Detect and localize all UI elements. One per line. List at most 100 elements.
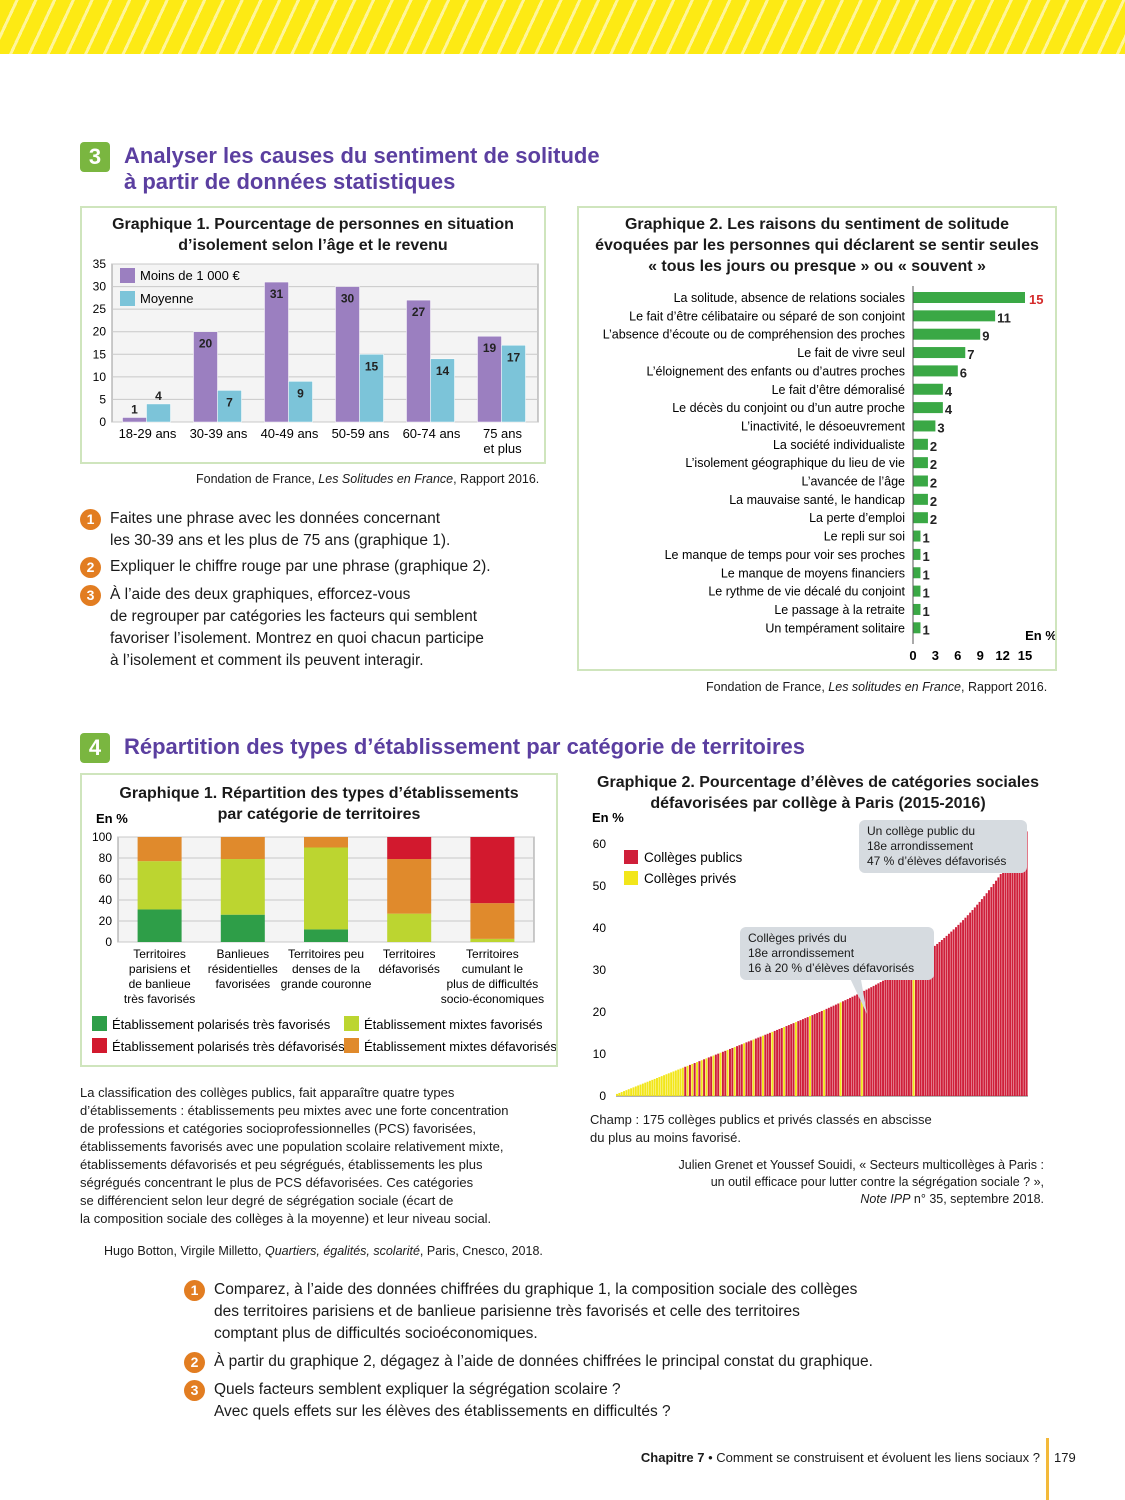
y-tick-label: 20 bbox=[93, 325, 107, 339]
section-3-title-line2: à partir de données statistiques bbox=[124, 169, 456, 194]
college-bar bbox=[771, 1031, 774, 1096]
college-bar bbox=[947, 933, 950, 1096]
bar bbox=[335, 286, 360, 423]
college-bar bbox=[769, 1032, 771, 1096]
s3-graph1-source-title: Les Solitudes en France bbox=[318, 472, 454, 486]
bar bbox=[913, 530, 921, 542]
college-bar bbox=[743, 1043, 746, 1096]
college-bar bbox=[1025, 831, 1028, 1096]
college-bar bbox=[672, 1071, 675, 1096]
college-bar bbox=[929, 949, 932, 1096]
data-label: 9 bbox=[982, 329, 989, 344]
category-label: L’absence d’écoute ou de compréhension d… bbox=[603, 328, 905, 342]
category-label: Le fait d’être démoralisé bbox=[772, 383, 905, 397]
y-tick-label: 30 bbox=[593, 963, 607, 977]
bar bbox=[913, 622, 921, 634]
callout-public-line3: 47 % d’élèves défavorisés bbox=[867, 854, 1007, 868]
callout-private-line3: 16 à 20 % d’élèves défavorisés bbox=[748, 961, 915, 975]
college-bar bbox=[773, 1030, 776, 1096]
college-bar bbox=[754, 1038, 757, 1096]
college-bar bbox=[684, 1066, 687, 1096]
bar bbox=[288, 381, 313, 423]
s4-question-1-number: 1 bbox=[184, 1280, 205, 1301]
college-bar bbox=[830, 1006, 833, 1096]
s4-graph2-callout-private: Collèges privés du 18e arrondissement 16… bbox=[740, 927, 934, 980]
college-bar bbox=[761, 1035, 764, 1096]
college-bar bbox=[783, 1027, 786, 1096]
s4-text-source: Hugo Botton, Virgile Milletto, Quartiers… bbox=[104, 1244, 543, 1258]
college-bar bbox=[648, 1080, 651, 1096]
x-tick-label: 9 bbox=[977, 648, 984, 663]
s4-question-2: 2 À partir du graphique 2, dégagez à l’a… bbox=[184, 1351, 984, 1379]
college-bar bbox=[660, 1076, 663, 1096]
college-bar bbox=[853, 995, 856, 1096]
y-tick-label: 35 bbox=[93, 257, 107, 271]
s3-graph2-title: Graphique 2. Les raisons du sentiment de… bbox=[579, 214, 1055, 277]
section-3-title-line1: Analyser les causes du sentiment de soli… bbox=[124, 143, 600, 168]
college-bar bbox=[959, 922, 962, 1096]
college-bar bbox=[995, 880, 997, 1096]
college-bar bbox=[985, 893, 988, 1096]
y-axis-label: En % bbox=[96, 811, 128, 826]
college-bar bbox=[809, 1016, 812, 1096]
x-tick-label: résidentielles bbox=[208, 962, 278, 976]
data-label: 11 bbox=[997, 310, 1011, 325]
callout-public-line2: 18e arrondissement bbox=[867, 839, 974, 853]
x-tick-label: Territoires bbox=[466, 947, 519, 961]
y-tick-label: 30 bbox=[93, 280, 107, 294]
college-bar bbox=[1004, 867, 1007, 1096]
college-bar bbox=[686, 1065, 689, 1096]
s4-question-1-line2: des territoires parisiens et de banlieue… bbox=[214, 1303, 800, 1320]
footer-chapter: Chapitre 7 • Comment se construisent et … bbox=[560, 1450, 1040, 1465]
college-bar bbox=[931, 947, 934, 1096]
category-label: Le fait d’être célibataire ou séparé de … bbox=[629, 309, 905, 323]
college-bar bbox=[785, 1026, 788, 1096]
data-label: 15 bbox=[1029, 292, 1043, 307]
college-bar bbox=[705, 1058, 708, 1096]
unit-label: En % bbox=[1025, 628, 1055, 643]
college-bar bbox=[691, 1063, 694, 1096]
footer-chapter-title: Comment se construisent et évoluent les … bbox=[716, 1450, 1040, 1465]
college-bar bbox=[976, 904, 979, 1096]
y-tick-label: 15 bbox=[93, 347, 107, 361]
college-bar bbox=[792, 1023, 795, 1096]
college-bar bbox=[938, 941, 941, 1096]
legend-swatch bbox=[624, 850, 638, 864]
college-bar bbox=[860, 992, 863, 1096]
college-bar bbox=[962, 920, 965, 1096]
s3-graph1-title-line1: Graphique 1. Pourcentage de personnes en… bbox=[112, 216, 514, 233]
s4-text-line1: La classification des collèges publics, … bbox=[80, 1085, 455, 1100]
callout-private-line2: 18e arrondissement bbox=[748, 946, 855, 960]
college-bar bbox=[969, 912, 972, 1096]
s3-graph1-title: Graphique 1. Pourcentage de personnes en… bbox=[82, 214, 544, 256]
x-tick-label: 75 ans bbox=[483, 426, 523, 441]
s3-question-3-line3: favoriser l’isolement. Montrez en quoi c… bbox=[110, 630, 484, 647]
college-bar bbox=[776, 1029, 779, 1096]
legend-label: Moyenne bbox=[140, 291, 193, 306]
college-bar bbox=[844, 1000, 847, 1096]
college-bar bbox=[667, 1073, 670, 1096]
bar bbox=[913, 328, 981, 340]
bar bbox=[913, 402, 943, 414]
s4-graph2-title-line1: Graphique 2. Pourcentage d’élèves de cat… bbox=[597, 774, 1039, 791]
s3-question-1: 1 Faites une phrase avec les données con… bbox=[80, 508, 550, 556]
s3-question-1-line1: Faites une phrase avec les données conce… bbox=[110, 510, 441, 527]
y-tick-label: 100 bbox=[92, 830, 112, 844]
s3-question-1-number: 1 bbox=[80, 509, 101, 530]
college-bar bbox=[893, 973, 896, 1096]
bar bbox=[913, 512, 928, 524]
college-bar bbox=[710, 1056, 713, 1096]
college-bar bbox=[806, 1017, 809, 1096]
college-bar bbox=[950, 931, 953, 1096]
s4-text-line5: établissements défavorisés et peu ségrég… bbox=[80, 1157, 483, 1172]
college-bar bbox=[816, 1013, 819, 1096]
x-tick-label: 40-49 ans bbox=[261, 426, 319, 441]
college-bar bbox=[677, 1069, 680, 1096]
bar bbox=[913, 585, 921, 597]
college-bar bbox=[717, 1053, 720, 1096]
college-bar bbox=[837, 1003, 840, 1096]
category-label: La perte d’emploi bbox=[809, 511, 905, 525]
s3-question-3-number: 3 bbox=[80, 585, 101, 606]
data-label: 1 bbox=[131, 402, 138, 416]
y-tick-label: 10 bbox=[93, 370, 107, 384]
